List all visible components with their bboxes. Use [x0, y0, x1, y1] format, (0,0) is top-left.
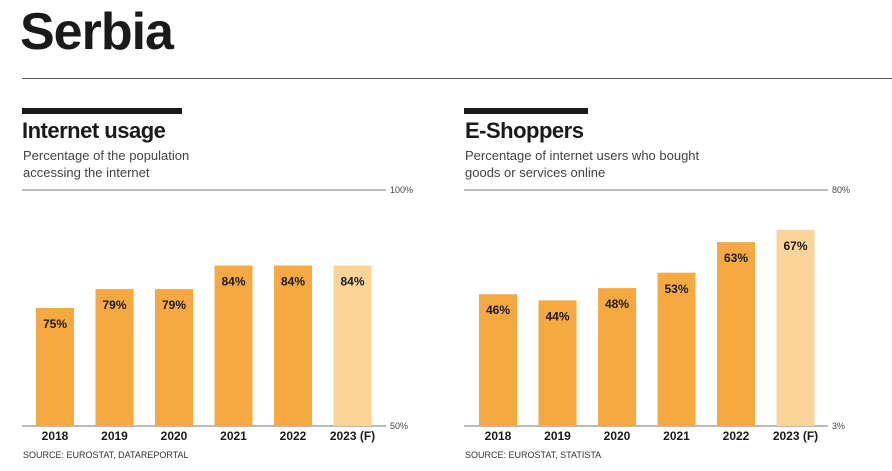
panel-accent-bar — [464, 108, 588, 114]
bar — [333, 265, 372, 426]
bar — [717, 242, 755, 426]
chart-subtitle: Percentage of the population accessing t… — [23, 148, 190, 180]
bar — [214, 265, 253, 426]
bar-value-label: 44% — [545, 309, 569, 323]
x-tick-label: 2020 — [161, 429, 188, 443]
bar-value-label: 79% — [102, 298, 126, 312]
x-tick-label: 2020 — [604, 429, 631, 443]
bar — [36, 308, 74, 426]
chart-title: Internet usage — [22, 118, 166, 143]
y-min-label: 3% — [832, 421, 845, 431]
x-tick-label: 2018 — [485, 429, 512, 443]
x-tick-label: 2019 — [101, 429, 128, 443]
panel-accent-bar — [22, 108, 182, 114]
x-tick-label: 2019 — [544, 429, 571, 443]
chart-source: SOURCE: EUROSTAT, STATISTA — [465, 450, 602, 460]
bar-value-label: 79% — [162, 298, 186, 312]
y-max-label: 100% — [390, 185, 413, 195]
bar — [538, 300, 577, 426]
bar-value-label: 84% — [281, 275, 305, 289]
y-max-label: 80% — [832, 185, 850, 195]
bar-value-label: 84% — [221, 275, 245, 289]
bar-value-label: 53% — [664, 282, 688, 296]
bar — [657, 272, 696, 426]
bar — [155, 289, 193, 426]
title-divider — [22, 78, 892, 79]
bar-value-label: 67% — [783, 239, 807, 253]
bar — [95, 289, 134, 426]
bar — [479, 294, 517, 426]
bar-value-label: 84% — [340, 275, 364, 289]
x-tick-label: 2023 (F) — [773, 429, 818, 443]
chart-title: E-Shoppers — [465, 118, 584, 143]
y-min-label: 50% — [390, 421, 408, 431]
bar-value-label: 46% — [486, 303, 510, 317]
x-tick-label: 2021 — [220, 429, 247, 443]
page-title: Serbia — [20, 3, 174, 61]
x-tick-label: 2023 (F) — [330, 429, 375, 443]
bar-value-label: 75% — [43, 317, 67, 331]
x-tick-label: 2022 — [723, 429, 750, 443]
x-tick-label: 2018 — [42, 429, 69, 443]
bar — [274, 265, 312, 426]
chart-subtitle: Percentage of internet users who bought … — [465, 148, 700, 180]
x-tick-label: 2022 — [280, 429, 307, 443]
bar — [598, 288, 636, 426]
bar-value-label: 48% — [605, 297, 629, 311]
x-tick-label: 2021 — [663, 429, 690, 443]
chart-source: SOURCE: EUROSTAT, DATAREPORTAL — [23, 450, 189, 460]
bar-value-label: 63% — [724, 251, 748, 265]
bar — [776, 229, 815, 426]
